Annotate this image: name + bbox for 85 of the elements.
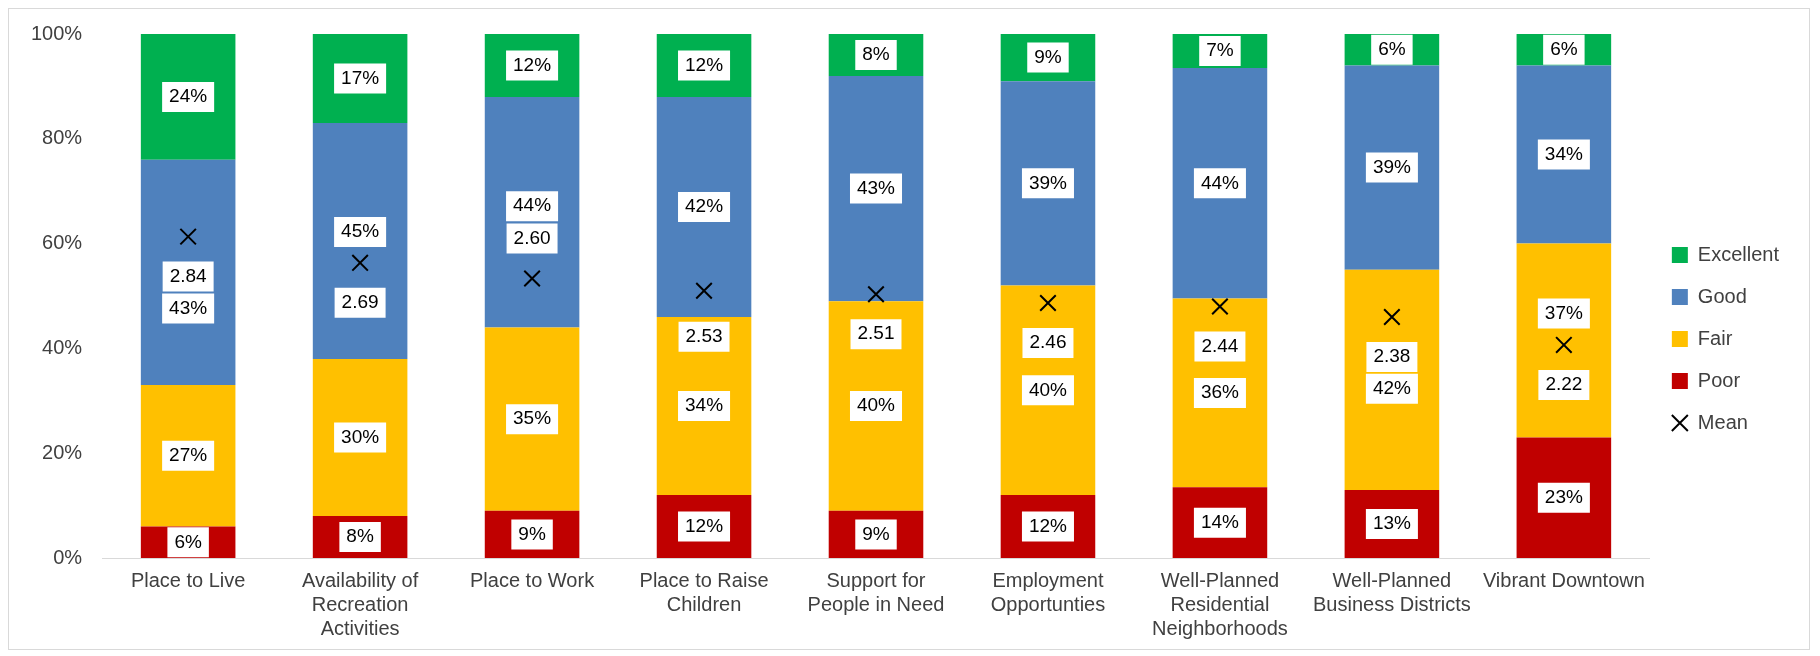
bar bbox=[1516, 437, 1612, 558]
data-label: 2.69 bbox=[341, 291, 379, 313]
data-label: 2.44 bbox=[1201, 334, 1239, 356]
x-tick-label: Well-Planned Business Districts bbox=[1312, 568, 1471, 615]
data-label: 2.38 bbox=[1373, 345, 1411, 367]
x-tick-label: Support for People in Need bbox=[807, 568, 945, 615]
bar bbox=[1000, 81, 1096, 286]
data-label: 6% bbox=[1378, 37, 1406, 59]
data-label: 24% bbox=[169, 85, 208, 107]
point bbox=[351, 254, 369, 272]
data-label: 12% bbox=[513, 53, 552, 75]
data-label: 2.60 bbox=[513, 226, 551, 248]
x-tick-label: Place to Live bbox=[130, 568, 246, 591]
point bbox=[867, 285, 885, 304]
bar bbox=[484, 327, 580, 511]
data-label: 43% bbox=[856, 176, 896, 198]
x-tick-label: Place to Work bbox=[470, 568, 596, 591]
legend-label: Fair bbox=[1697, 326, 1733, 349]
legend-label: Poor bbox=[1697, 368, 1741, 391]
data-label: 23% bbox=[1544, 485, 1583, 507]
legend-label: Good bbox=[1697, 284, 1747, 307]
data-label: 36% bbox=[1200, 381, 1240, 403]
data-label: 12% bbox=[685, 514, 724, 536]
data-label: 42% bbox=[1372, 377, 1412, 399]
data-label: 8% bbox=[346, 525, 374, 547]
data-label: 43% bbox=[169, 296, 208, 318]
data-label: 9% bbox=[518, 522, 546, 544]
point bbox=[179, 227, 197, 246]
data-label: 6% bbox=[174, 530, 202, 552]
data-label: 42% bbox=[685, 195, 724, 217]
data-label: 35% bbox=[513, 407, 552, 429]
x-tick-label: Vibrant Downtown bbox=[1482, 568, 1645, 591]
data-label: 40% bbox=[1028, 378, 1068, 400]
data-label: 34% bbox=[685, 394, 724, 416]
y-tick-label: 0% bbox=[53, 545, 83, 568]
point bbox=[695, 281, 713, 300]
bar bbox=[1344, 65, 1440, 270]
bar bbox=[1516, 65, 1612, 244]
bar bbox=[828, 75, 924, 302]
data-label: 9% bbox=[1034, 45, 1062, 67]
x-tick-label: Employment Opportunties bbox=[990, 568, 1106, 615]
data-label: 2.22 bbox=[1545, 373, 1583, 395]
data-label: 37% bbox=[1544, 301, 1583, 323]
y-tick-label: 40% bbox=[42, 335, 83, 358]
data-label: 7% bbox=[1206, 39, 1234, 61]
point bbox=[1555, 336, 1573, 354]
bar bbox=[140, 385, 236, 527]
data-label: 13% bbox=[1372, 512, 1412, 534]
data-label: 17% bbox=[341, 66, 380, 88]
data-label: 34% bbox=[1544, 142, 1583, 164]
point bbox=[1211, 297, 1229, 316]
legend-label: Excellent bbox=[1697, 242, 1780, 265]
y-tick-label: 80% bbox=[42, 126, 83, 149]
y-tick-label: 20% bbox=[42, 440, 83, 463]
data-label: 39% bbox=[1028, 171, 1068, 193]
y-tick-label: 60% bbox=[42, 231, 83, 254]
data-label: 45% bbox=[341, 220, 380, 242]
bar bbox=[1172, 68, 1268, 299]
data-label: 2.53 bbox=[685, 324, 723, 346]
data-label: 27% bbox=[169, 444, 208, 466]
point bbox=[1039, 294, 1057, 312]
data-label: 12% bbox=[685, 53, 724, 75]
data-label: 9% bbox=[862, 522, 890, 544]
x-tick-label: Place to Raise Children bbox=[639, 568, 769, 615]
data-label: 44% bbox=[1200, 171, 1240, 193]
data-label: 6% bbox=[1550, 37, 1578, 59]
legend-label: Mean bbox=[1697, 410, 1748, 433]
x-tick-label: Availability of Recreation Activities bbox=[301, 568, 419, 639]
data-label: 8% bbox=[862, 43, 890, 65]
data-label: 39% bbox=[1372, 155, 1412, 177]
y-tick-label: 100% bbox=[31, 21, 83, 44]
point bbox=[1383, 308, 1401, 326]
bar bbox=[140, 34, 236, 160]
data-label: 14% bbox=[1200, 510, 1240, 532]
data-label: 12% bbox=[1028, 514, 1068, 536]
x-tick-label: Well-Planned Residential Neighborhoods bbox=[1152, 568, 1288, 639]
data-label: 2.84 bbox=[169, 264, 208, 286]
bar bbox=[656, 96, 752, 317]
point bbox=[523, 269, 541, 288]
data-label: 2.46 bbox=[1029, 331, 1067, 353]
data-label: 40% bbox=[856, 394, 896, 416]
data-label: 44% bbox=[513, 194, 552, 216]
bar bbox=[312, 358, 408, 517]
data-label: 30% bbox=[341, 425, 380, 447]
data-label: 2.51 bbox=[857, 322, 895, 344]
